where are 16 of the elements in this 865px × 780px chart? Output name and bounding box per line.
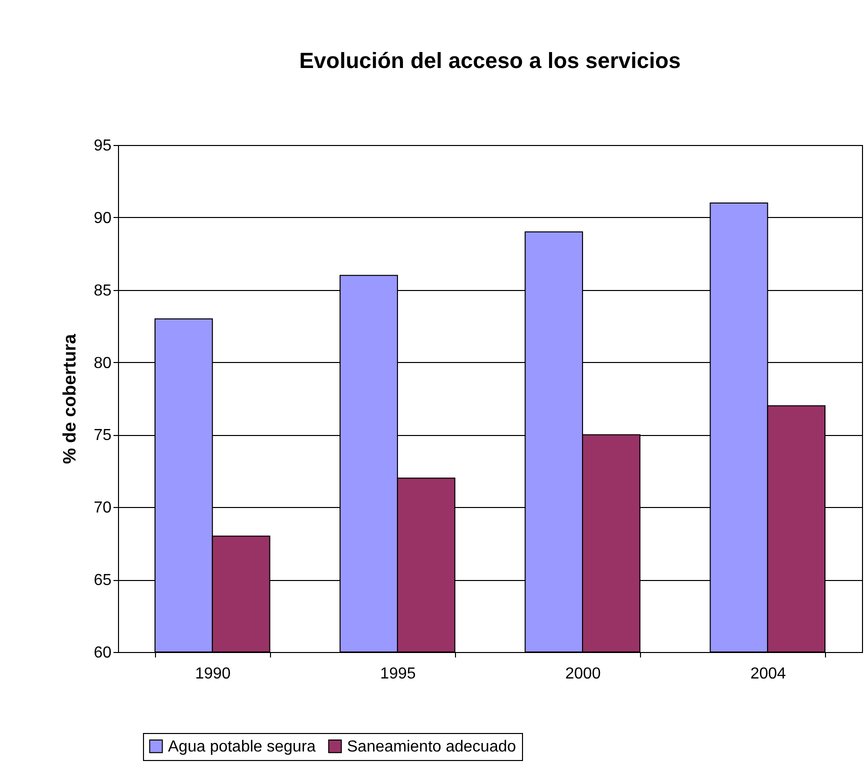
y-tick-label: 80	[94, 354, 112, 372]
x-tick-label: 2004	[750, 666, 786, 682]
legend-label: Saneamiento adecuado	[347, 738, 516, 756]
legend-label: Agua potable segura	[168, 738, 316, 756]
y-tick-label: 95	[94, 138, 112, 154]
x-tick-label: 1995	[380, 666, 416, 682]
x-tick-label: 2000	[565, 666, 601, 682]
y-tick-label: 85	[94, 282, 112, 300]
x-tick-label: 1990	[195, 666, 231, 682]
y-tick-label: 90	[94, 210, 112, 227]
y-tick-label: 60	[94, 644, 112, 662]
chart-title: Evolución del acceso a los servicios	[299, 48, 681, 73]
y-tick-label: 70	[94, 500, 112, 517]
y-tick-label: 65	[94, 572, 112, 590]
y-tick-label: 75	[94, 427, 112, 444]
y-axis-title: % de cobertura	[60, 333, 80, 464]
